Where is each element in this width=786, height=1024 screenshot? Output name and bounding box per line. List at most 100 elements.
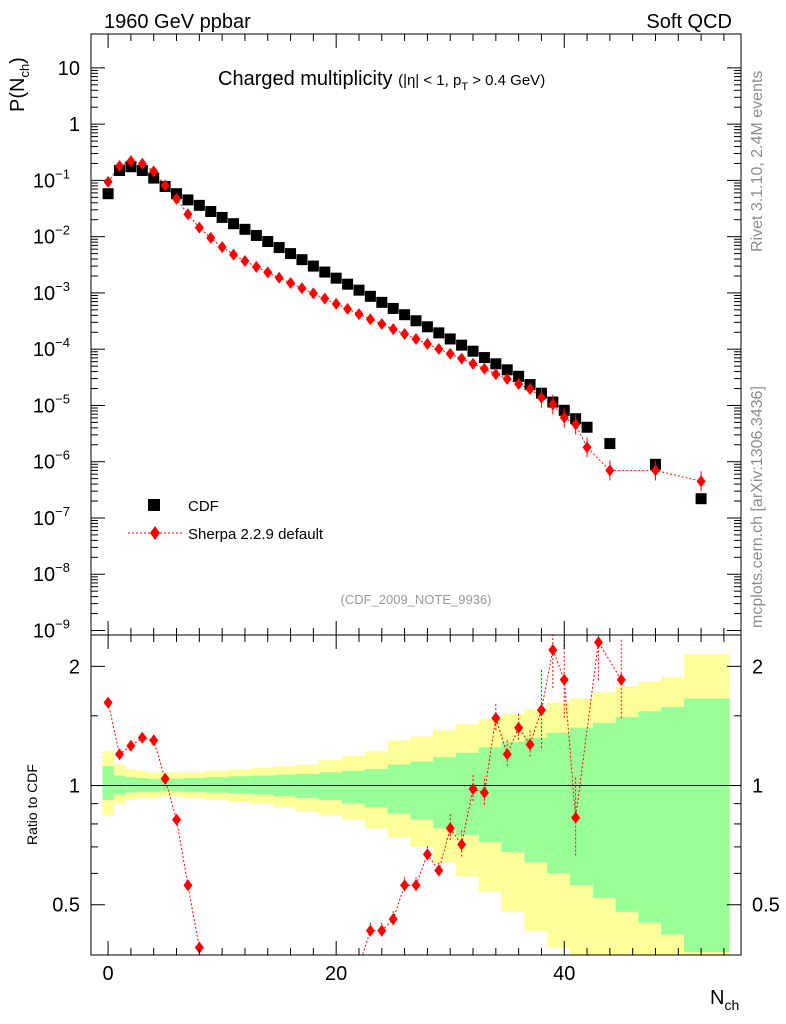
- cdf-point: [307, 260, 319, 272]
- main-series-layer: [102, 155, 707, 505]
- cdf-point: [695, 493, 707, 505]
- ratio-y-tick-label-right: 1: [752, 776, 763, 798]
- analysis-label: (CDF_2009_NOTE_9936): [340, 592, 491, 607]
- sherpa-point: [126, 155, 136, 168]
- sherpa-point: [343, 302, 353, 315]
- main-y-tick-label: 10−5: [33, 391, 70, 417]
- ratio-point: [126, 739, 136, 752]
- main-y-tick-base: 10: [33, 283, 55, 305]
- x-axis-ticks: 0 20 40: [103, 34, 725, 985]
- sherpa-point: [172, 192, 182, 205]
- y-axis-label-main-sub: ch: [17, 64, 32, 78]
- ratio-point: [479, 786, 489, 799]
- sherpa-point: [206, 231, 216, 244]
- sherpa-point: [502, 373, 512, 386]
- sherpa-point: [194, 221, 204, 234]
- sherpa-point: [149, 165, 159, 178]
- main-y-tick-label: 10−7: [33, 504, 70, 530]
- legend-label-cdf: CDF: [188, 498, 219, 515]
- sherpa-point: [411, 332, 421, 345]
- x-tick-label: 20: [325, 963, 347, 985]
- main-y-tick-exp: −6: [55, 448, 70, 463]
- ratio-band-green: [569, 727, 593, 886]
- sherpa-point: [422, 337, 432, 350]
- ratio-point: [571, 811, 581, 824]
- cdf-point: [513, 370, 525, 382]
- ratio-point: [502, 748, 512, 761]
- main-y-tick-exp: −4: [55, 335, 70, 350]
- cdf-point: [250, 229, 262, 241]
- ratio-point: [559, 673, 569, 686]
- ratio-band-green: [638, 711, 662, 923]
- ratio-point: [103, 696, 113, 709]
- ratio-point: [137, 731, 147, 744]
- cdf-point: [273, 242, 285, 254]
- sherpa-point: [331, 297, 341, 310]
- ratio-point: [445, 822, 455, 835]
- ratio-point: [536, 704, 546, 717]
- sherpa-point: [457, 352, 467, 365]
- sherpa-point: [514, 378, 524, 391]
- ratio-band-green: [387, 764, 411, 814]
- cdf-point: [376, 296, 388, 308]
- sherpa-point: [468, 357, 478, 370]
- ratio-band-green: [341, 770, 365, 804]
- sherpa-point: [115, 160, 125, 173]
- main-y-tick-label: 10−2: [33, 223, 70, 249]
- cdf-point: [296, 254, 308, 266]
- sherpa-point: [320, 292, 330, 305]
- cdf-point: [285, 248, 297, 260]
- cdf-point: [604, 438, 616, 450]
- sherpa-point: [605, 464, 615, 477]
- main-y-tick-exp: −5: [55, 391, 70, 406]
- ratio-point: [525, 738, 535, 751]
- cdf-point: [182, 194, 194, 206]
- legend: CDF Sherpa 2.2.9 default: [128, 498, 324, 543]
- sherpa-point: [354, 308, 364, 321]
- main-y-tick-label: 10−8: [33, 560, 70, 586]
- sherpa-point: [491, 368, 501, 381]
- ratio-point: [434, 864, 444, 877]
- ratio-point: [548, 643, 558, 656]
- cdf-point: [364, 290, 376, 302]
- header-right: Soft QCD: [646, 11, 732, 33]
- ratio-band-green: [524, 737, 548, 863]
- sherpa-point: [650, 464, 660, 477]
- ratio-point: [377, 924, 387, 937]
- ratio-series-layer: [103, 635, 626, 972]
- side-text-rivet: Rivet 3.1.10, 2.4M events: [749, 71, 766, 252]
- main-y-tick-base: 10: [33, 170, 55, 192]
- sherpa-point: [274, 271, 284, 284]
- ratio-point: [354, 960, 363, 972]
- sherpa-point: [251, 260, 261, 273]
- chart-title-main: Charged multiplicity: [218, 68, 393, 90]
- sherpa-point: [377, 318, 387, 331]
- sherpa-point: [137, 157, 147, 170]
- y-axis-label-main-text: P(N: [7, 78, 29, 112]
- main-y-tick-base: 10: [58, 58, 80, 80]
- main-y-tick-exp: −8: [55, 560, 70, 575]
- ratio-band-green: [170, 778, 183, 791]
- ratio-band-green: [227, 776, 251, 794]
- x-axis-label-sub: ch: [724, 997, 739, 1013]
- x-axis-label: Nch: [710, 987, 739, 1013]
- ratio-point: [160, 772, 170, 785]
- ratio-band-green: [615, 716, 639, 912]
- main-y-tick-base: 10: [33, 452, 55, 474]
- side-text-mcplots: mcplots.cern.ch [arXiv:1306.3436]: [749, 386, 766, 628]
- cdf-point: [262, 236, 274, 248]
- cdf-point: [456, 339, 468, 351]
- ratio-band-green: [205, 777, 228, 793]
- chart-title-cuts: (|η| < 1, p: [398, 72, 461, 89]
- ratio-point: [149, 734, 159, 747]
- cdf-point: [399, 309, 411, 321]
- cdf-point: [239, 223, 251, 235]
- ratio-point: [365, 924, 375, 937]
- sherpa-point: [548, 398, 558, 411]
- ratio-axis-ticks: 0.5 0.5 1 1 2 2: [52, 656, 780, 916]
- sherpa-point: [217, 241, 227, 254]
- main-y-tick-exp: −1: [55, 166, 70, 181]
- sherpa-point: [571, 418, 581, 431]
- ratio-point: [422, 848, 432, 861]
